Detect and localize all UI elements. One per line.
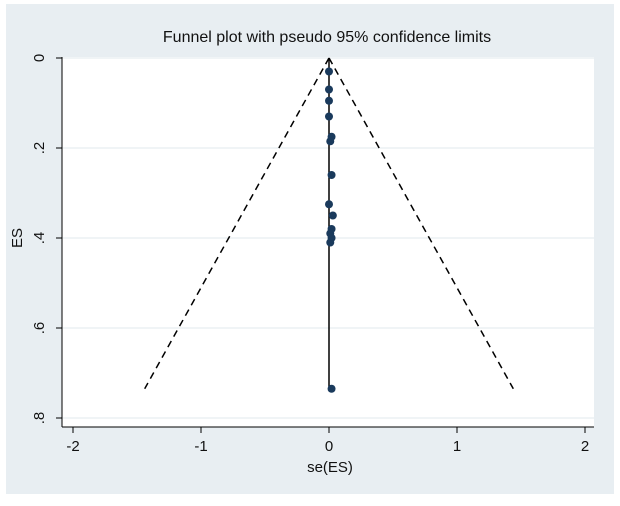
x-tick-label: -2 — [66, 438, 79, 455]
chart-title: Funnel plot with pseudo 95% confidence l… — [163, 29, 491, 46]
data-point — [325, 67, 333, 76]
x-tick-label: 2 — [581, 438, 589, 455]
left-confidence-limit — [144, 57, 330, 390]
x-tick-label: 0 — [325, 438, 333, 455]
y-tick-label: .6 — [31, 322, 48, 335]
data-point — [327, 384, 336, 393]
data-point — [325, 96, 333, 105]
data-point — [325, 200, 333, 209]
x-tick-label: -1 — [194, 438, 207, 455]
data-point — [326, 238, 335, 247]
data-series — [144, 57, 514, 393]
data-point — [325, 112, 333, 121]
y-axis-label: ES — [9, 228, 26, 248]
x-tick-label: 1 — [453, 438, 461, 455]
y-tick-label: .8 — [31, 412, 48, 425]
axes: -2 -1 0 1 2 0 .2 .4 .6 .8 — [31, 54, 594, 455]
right-confidence-limit — [328, 57, 514, 390]
y-tick-label: .4 — [31, 232, 48, 245]
data-point — [326, 137, 335, 146]
y-tick-label: .2 — [31, 142, 48, 155]
data-point — [325, 85, 333, 94]
y-tick-label: 0 — [31, 54, 48, 62]
data-point — [327, 171, 336, 179]
data-point — [328, 211, 337, 220]
x-axis-label: se(ES) — [307, 459, 353, 476]
